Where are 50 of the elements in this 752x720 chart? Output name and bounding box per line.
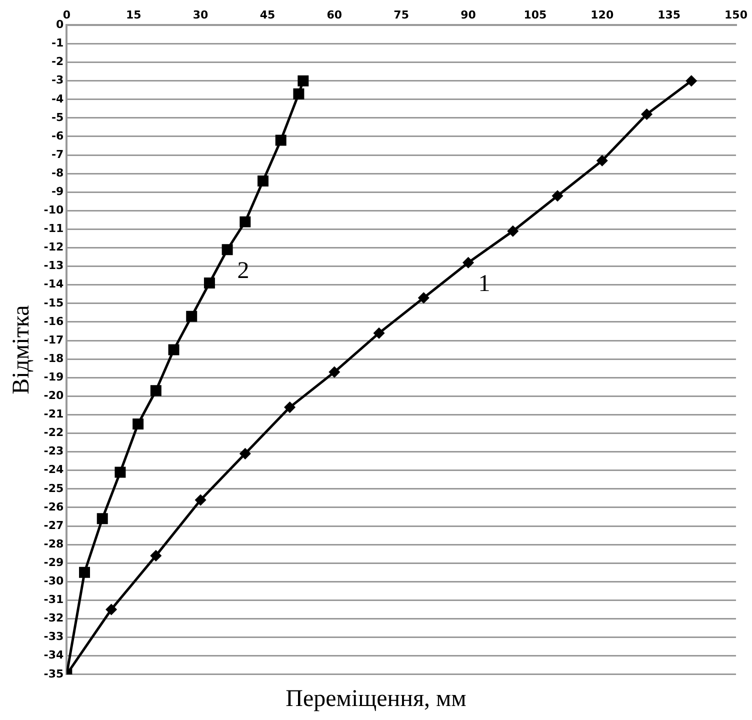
y-tick-label: -31 xyxy=(44,593,64,606)
y-tick-label: -14 xyxy=(44,278,64,291)
x-tick-label: 120 xyxy=(590,8,614,22)
y-tick-label: -7 xyxy=(51,148,64,161)
y-tick-label: -2 xyxy=(51,55,64,68)
y-tick-label: -33 xyxy=(44,630,64,644)
y-tick-label: -28 xyxy=(44,537,64,550)
y-tick-label: -1 xyxy=(51,36,64,50)
y-tick-label: -9 xyxy=(51,184,64,198)
y-tick-label: -18 xyxy=(44,352,64,365)
y-tick-label: -17 xyxy=(44,333,64,346)
x-tick-label: 15 xyxy=(126,8,142,22)
y-tick-label: -25 xyxy=(44,482,64,495)
y-tick-label: -22 xyxy=(44,426,64,440)
y-tick-label: -8 xyxy=(51,166,64,180)
x-tick-label: 135 xyxy=(658,8,681,22)
y-tick-label: -16 xyxy=(44,314,64,328)
x-tick-label: 150 xyxy=(724,8,748,22)
x-tick-label: 90 xyxy=(460,8,476,22)
x-tick-label: 60 xyxy=(326,8,342,22)
y-tick-label: -6 xyxy=(51,129,64,142)
x-axis-title: Переміщення, мм xyxy=(284,686,468,713)
y-tick-label: -13 xyxy=(44,259,64,272)
series-label: 2 xyxy=(237,258,250,284)
y-tick-label: -5 xyxy=(51,110,64,124)
y-tick-label: -3 xyxy=(51,74,64,87)
x-tick-label: 75 xyxy=(394,8,409,22)
y-tick-label: -10 xyxy=(44,204,64,217)
y-tick-label: -20 xyxy=(44,389,64,402)
y-tick-label: -27 xyxy=(44,518,64,532)
y-tick-label: -19 xyxy=(44,370,64,384)
x-tick-label: 45 xyxy=(260,8,276,22)
y-tick-label: -30 xyxy=(44,574,64,588)
y-tick-label: -35 xyxy=(44,667,64,680)
y-tick-label: -26 xyxy=(44,500,64,514)
x-tick-label: 30 xyxy=(192,8,209,22)
y-tick-label: -4 xyxy=(51,92,64,106)
y-tick-label: -21 xyxy=(44,408,64,421)
y-tick-label: -11 xyxy=(44,222,64,236)
y-tick-label: -32 xyxy=(44,612,64,625)
y-tick-label: -23 xyxy=(44,444,64,458)
y-tick-label: -12 xyxy=(44,240,64,254)
y-tick-label: -29 xyxy=(44,556,64,569)
y-axis-title: Відмітка xyxy=(8,304,35,394)
y-tick-label: -34 xyxy=(44,648,64,662)
series-label: 1 xyxy=(478,270,490,297)
y-tick-label: 0 xyxy=(56,18,64,32)
y-tick-label: -24 xyxy=(44,463,64,476)
x-tick-label: 105 xyxy=(524,8,547,22)
y-tick-label: -15 xyxy=(44,296,64,310)
